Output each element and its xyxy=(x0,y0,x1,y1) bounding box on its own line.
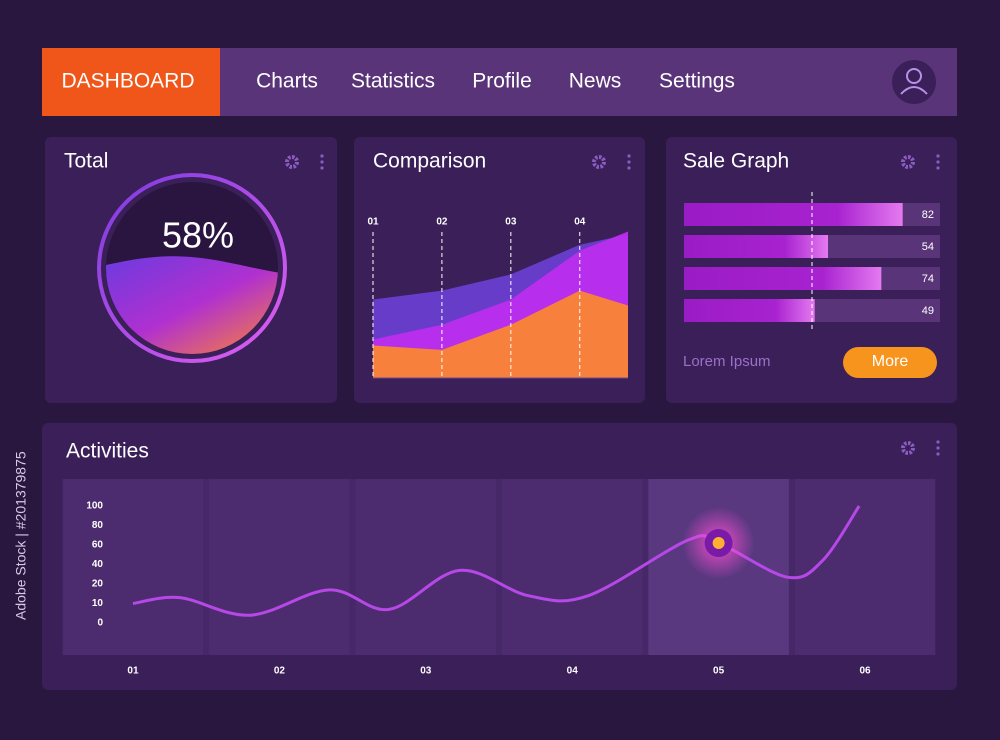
x-tick-label: 03 xyxy=(420,666,432,677)
highlight-point xyxy=(712,537,725,550)
x-tick-label: 04 xyxy=(567,666,579,677)
nav-item[interactable]: Statistics xyxy=(351,70,435,93)
menu-dot[interactable] xyxy=(936,154,940,158)
more-button-label[interactable]: More xyxy=(872,353,909,370)
y-tick-label: 10 xyxy=(92,598,104,609)
bar-label: 82 xyxy=(922,209,934,221)
bar-label: 49 xyxy=(922,305,934,317)
side-text: Adobe Stock | #201379875 xyxy=(13,451,29,620)
x-tick-label: 06 xyxy=(859,666,871,677)
nav-item[interactable]: Profile xyxy=(472,70,532,93)
x-tick-label: 01 xyxy=(127,666,139,677)
x-tick-label: 04 xyxy=(574,217,586,228)
menu-dot[interactable] xyxy=(320,166,324,170)
gauge-ring xyxy=(97,173,287,363)
y-tick-label: 20 xyxy=(92,579,104,590)
panel-title: Comparison xyxy=(373,150,486,173)
menu-dot[interactable] xyxy=(936,440,940,444)
gauge-fill xyxy=(106,256,278,354)
settings-icon[interactable] xyxy=(901,155,915,169)
y-tick-label: 0 xyxy=(97,618,103,629)
avatar-head xyxy=(906,68,922,84)
y-tick-label: 80 xyxy=(92,520,104,531)
menu-dot[interactable] xyxy=(627,166,631,170)
avatar-body xyxy=(900,86,928,95)
nav-brand-bg[interactable] xyxy=(42,48,220,116)
caption: Lorem Ipsum xyxy=(683,353,771,370)
settings-icon[interactable] xyxy=(285,155,299,169)
settings-icon[interactable] xyxy=(592,155,606,169)
menu-dot[interactable] xyxy=(936,452,940,456)
x-tick-label: 02 xyxy=(436,217,448,228)
menu-dot[interactable] xyxy=(936,166,940,170)
menu-dot[interactable] xyxy=(627,160,631,164)
nav-brand[interactable]: DASHBOARD xyxy=(61,70,194,93)
x-tick-label: 02 xyxy=(274,666,286,677)
nav-item[interactable]: Settings xyxy=(659,70,735,93)
bar xyxy=(684,203,903,226)
menu-dot[interactable] xyxy=(320,154,324,158)
more-button[interactable] xyxy=(843,347,937,378)
menu-dot[interactable] xyxy=(627,154,631,158)
menu-dot[interactable] xyxy=(936,446,940,450)
column xyxy=(355,479,496,655)
line xyxy=(132,505,861,617)
x-tick-label: 05 xyxy=(713,666,725,677)
panel-title: Total xyxy=(64,150,108,173)
area xyxy=(373,290,628,378)
bar xyxy=(684,235,828,258)
x-tick-label: 01 xyxy=(367,217,379,228)
settings-icon[interactable] xyxy=(901,441,915,455)
y-tick-label: 60 xyxy=(92,540,104,551)
bar xyxy=(684,299,815,322)
column xyxy=(209,479,350,655)
y-tick-label: 100 xyxy=(86,501,103,512)
bar-label: 54 xyxy=(922,241,934,253)
nav-item[interactable]: News xyxy=(569,70,622,93)
gauge-label: 58% xyxy=(162,215,234,256)
bar-label: 74 xyxy=(922,273,934,285)
nav-item[interactable]: Charts xyxy=(256,70,318,93)
panel-title: Activities xyxy=(66,440,149,463)
x-tick-label: 03 xyxy=(505,217,517,228)
menu-dot[interactable] xyxy=(320,160,324,164)
panel-title: Sale Graph xyxy=(683,150,789,173)
y-tick-label: 40 xyxy=(92,559,104,570)
column xyxy=(502,479,643,655)
bar xyxy=(684,267,882,290)
column xyxy=(62,479,204,655)
menu-dot[interactable] xyxy=(936,160,940,164)
